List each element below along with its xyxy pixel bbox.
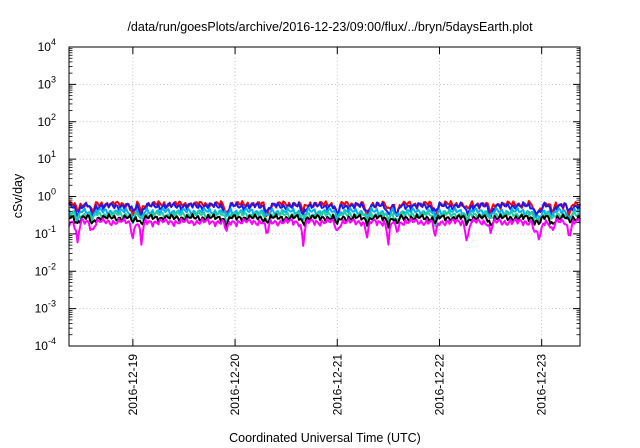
chart-title: /data/run/goesPlots/archive/2016-12-23/0… xyxy=(127,20,533,34)
x-tick-label: 2016-12-22 xyxy=(432,354,446,416)
series-line xyxy=(68,209,581,227)
series-line xyxy=(68,213,581,229)
y-tick-label: 100 xyxy=(38,187,56,204)
y-tick-label: 103 xyxy=(38,74,56,91)
y-tick-label: 10-4 xyxy=(35,336,56,353)
x-tick-label: 2016-12-23 xyxy=(535,354,549,416)
y-tick-label: 10-1 xyxy=(35,224,56,241)
x-tick-label: 2016-12-19 xyxy=(126,354,140,416)
x-axis: 2016-12-19 2016-12-20 2016-12-21 2016-12-22… xyxy=(126,47,549,415)
y-axis-label: cSv/day xyxy=(11,173,25,218)
y-tick-label: 101 xyxy=(38,149,56,166)
x-axis-label: Coordinated Universal Time (UTC) xyxy=(229,431,421,445)
series-group xyxy=(68,199,581,247)
series-line xyxy=(68,217,581,247)
y-tick-label: 104 xyxy=(38,37,56,54)
x-tick-label: 2016-12-20 xyxy=(228,354,242,416)
y-tick-label: 102 xyxy=(38,112,56,129)
x-tick-label: 2016-12-21 xyxy=(330,354,344,416)
y-tick-label: 10-2 xyxy=(35,261,56,278)
grid xyxy=(69,47,580,346)
y-tick-label: 10-3 xyxy=(35,299,56,316)
